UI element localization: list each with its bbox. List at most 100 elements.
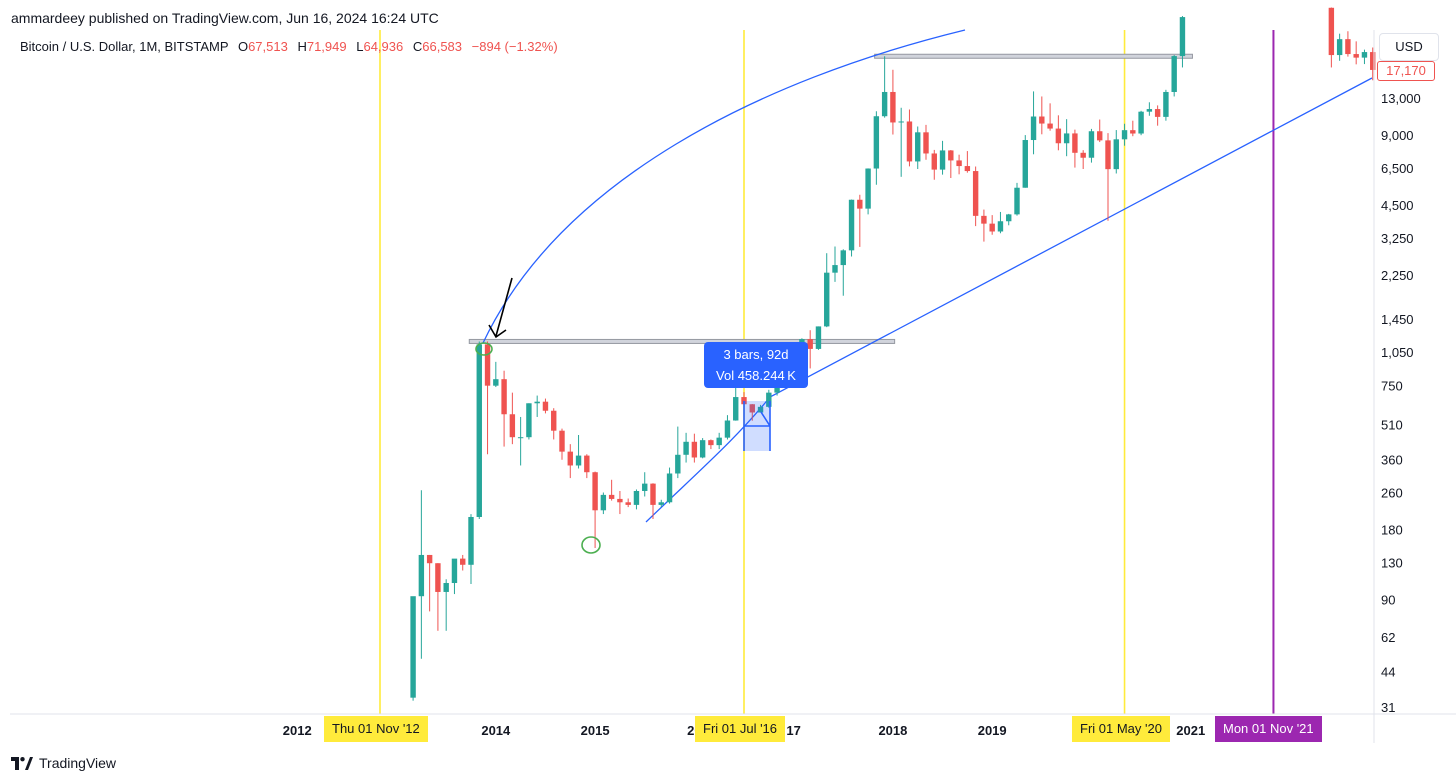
candle [997, 211, 1004, 234]
candle [972, 166, 979, 227]
candle [1171, 55, 1177, 97]
date-badge-nov-2012: Thu 01 Nov '12 [324, 716, 428, 742]
candle [1336, 33, 1343, 61]
candle [757, 404, 764, 413]
price-tick-label: 510 [1381, 418, 1403, 433]
candle [1370, 47, 1376, 81]
date-badge-may-2020: Fri 01 May '20 [1072, 716, 1170, 742]
candle [1113, 130, 1119, 174]
tradingview-icon [11, 756, 33, 770]
candle [824, 253, 830, 328]
price-tick-label: 1,050 [1381, 345, 1414, 360]
candle [915, 126, 921, 169]
candle [898, 107, 904, 177]
arrow-annotation [488, 277, 513, 339]
candle [666, 467, 673, 504]
tradingview-logo[interactable]: TradingView [11, 755, 116, 771]
candle [608, 479, 615, 501]
footer-brand: TradingView [39, 755, 117, 771]
last-price-label: 17,170 [1377, 61, 1435, 81]
candle [600, 492, 607, 515]
candle [435, 563, 441, 631]
candle [460, 554, 466, 571]
candle [418, 490, 425, 659]
candles [410, 7, 1376, 701]
measure-bracket [743, 401, 771, 451]
candle [857, 194, 863, 247]
candle [675, 426, 681, 479]
candle [1138, 110, 1144, 136]
price-tick-label: 44 [1381, 665, 1395, 680]
candle [617, 490, 623, 515]
candle [1047, 103, 1053, 131]
candle [575, 434, 582, 469]
candle [1361, 49, 1368, 65]
horizontal-levels [468, 53, 1193, 344]
candle [1130, 120, 1136, 137]
candle [625, 498, 631, 508]
candle [1121, 123, 1128, 146]
candle [559, 428, 565, 460]
candle [923, 124, 929, 160]
open-label: O [237, 39, 249, 54]
candle [1014, 182, 1020, 216]
candle [948, 150, 954, 179]
candle [426, 554, 433, 612]
candle [1353, 41, 1359, 65]
time-tick-label: 2021 [1176, 723, 1205, 738]
price-axis[interactable]: 13,000 9,000 6,500 4,500 3,250 2,250 1,450 1,05… [1381, 91, 1421, 715]
candle [567, 444, 573, 479]
candle [1345, 31, 1351, 57]
candle [683, 432, 689, 463]
measure-tooltip: 3 bars, 92d Vol 458.244 K [704, 342, 808, 388]
price-tick-label: 31 [1381, 700, 1395, 715]
annotations [475, 277, 771, 554]
candle [526, 403, 532, 440]
candle [468, 514, 474, 584]
measure-volume: Vol 458.244 K [716, 368, 796, 383]
high-value: 71,949 [306, 39, 347, 54]
price-tick-label: 13,000 [1381, 91, 1421, 106]
candle [1063, 119, 1070, 157]
candle [633, 489, 640, 510]
currency-button[interactable]: USD [1379, 33, 1439, 61]
candle [716, 432, 722, 450]
candle [906, 109, 913, 167]
low-value: 64,936 [363, 39, 404, 54]
candle [981, 209, 987, 242]
candle [1055, 115, 1062, 151]
price-tick-label: 360 [1381, 453, 1403, 468]
candle [873, 111, 880, 185]
candle [832, 246, 838, 282]
level-rectangle [468, 338, 896, 344]
candle [501, 370, 507, 447]
candle [840, 249, 846, 296]
candle [1088, 128, 1095, 163]
level-rectangle [874, 53, 1193, 59]
publisher-line: ammardeey published on TradingView.com, … [11, 10, 439, 26]
measure-bars-days: 3 bars, 92d [723, 347, 789, 362]
candle [881, 56, 888, 118]
candle [584, 454, 590, 479]
candle [650, 483, 656, 519]
candle [484, 341, 491, 455]
upper-curve [482, 29, 966, 344]
candle [642, 472, 648, 497]
candle [699, 438, 706, 459]
candle [807, 330, 813, 369]
price-tick-label: 180 [1381, 523, 1403, 538]
price-tick-label: 9,000 [1381, 128, 1414, 143]
price-tick-label: 6,500 [1381, 161, 1414, 176]
time-tick-label: 17 [786, 723, 800, 738]
symbol-name[interactable]: Bitcoin / U.S. Dollar, 1M, BITSTAMP [20, 39, 229, 54]
lower-trendline [645, 77, 1373, 523]
time-tick-label: 2015 [581, 723, 610, 738]
candle [890, 69, 896, 135]
candle [848, 199, 855, 257]
candle [989, 215, 995, 235]
price-tick-label: 260 [1381, 486, 1403, 501]
candle [691, 433, 698, 463]
candle [1105, 133, 1111, 221]
candle [1039, 96, 1045, 135]
